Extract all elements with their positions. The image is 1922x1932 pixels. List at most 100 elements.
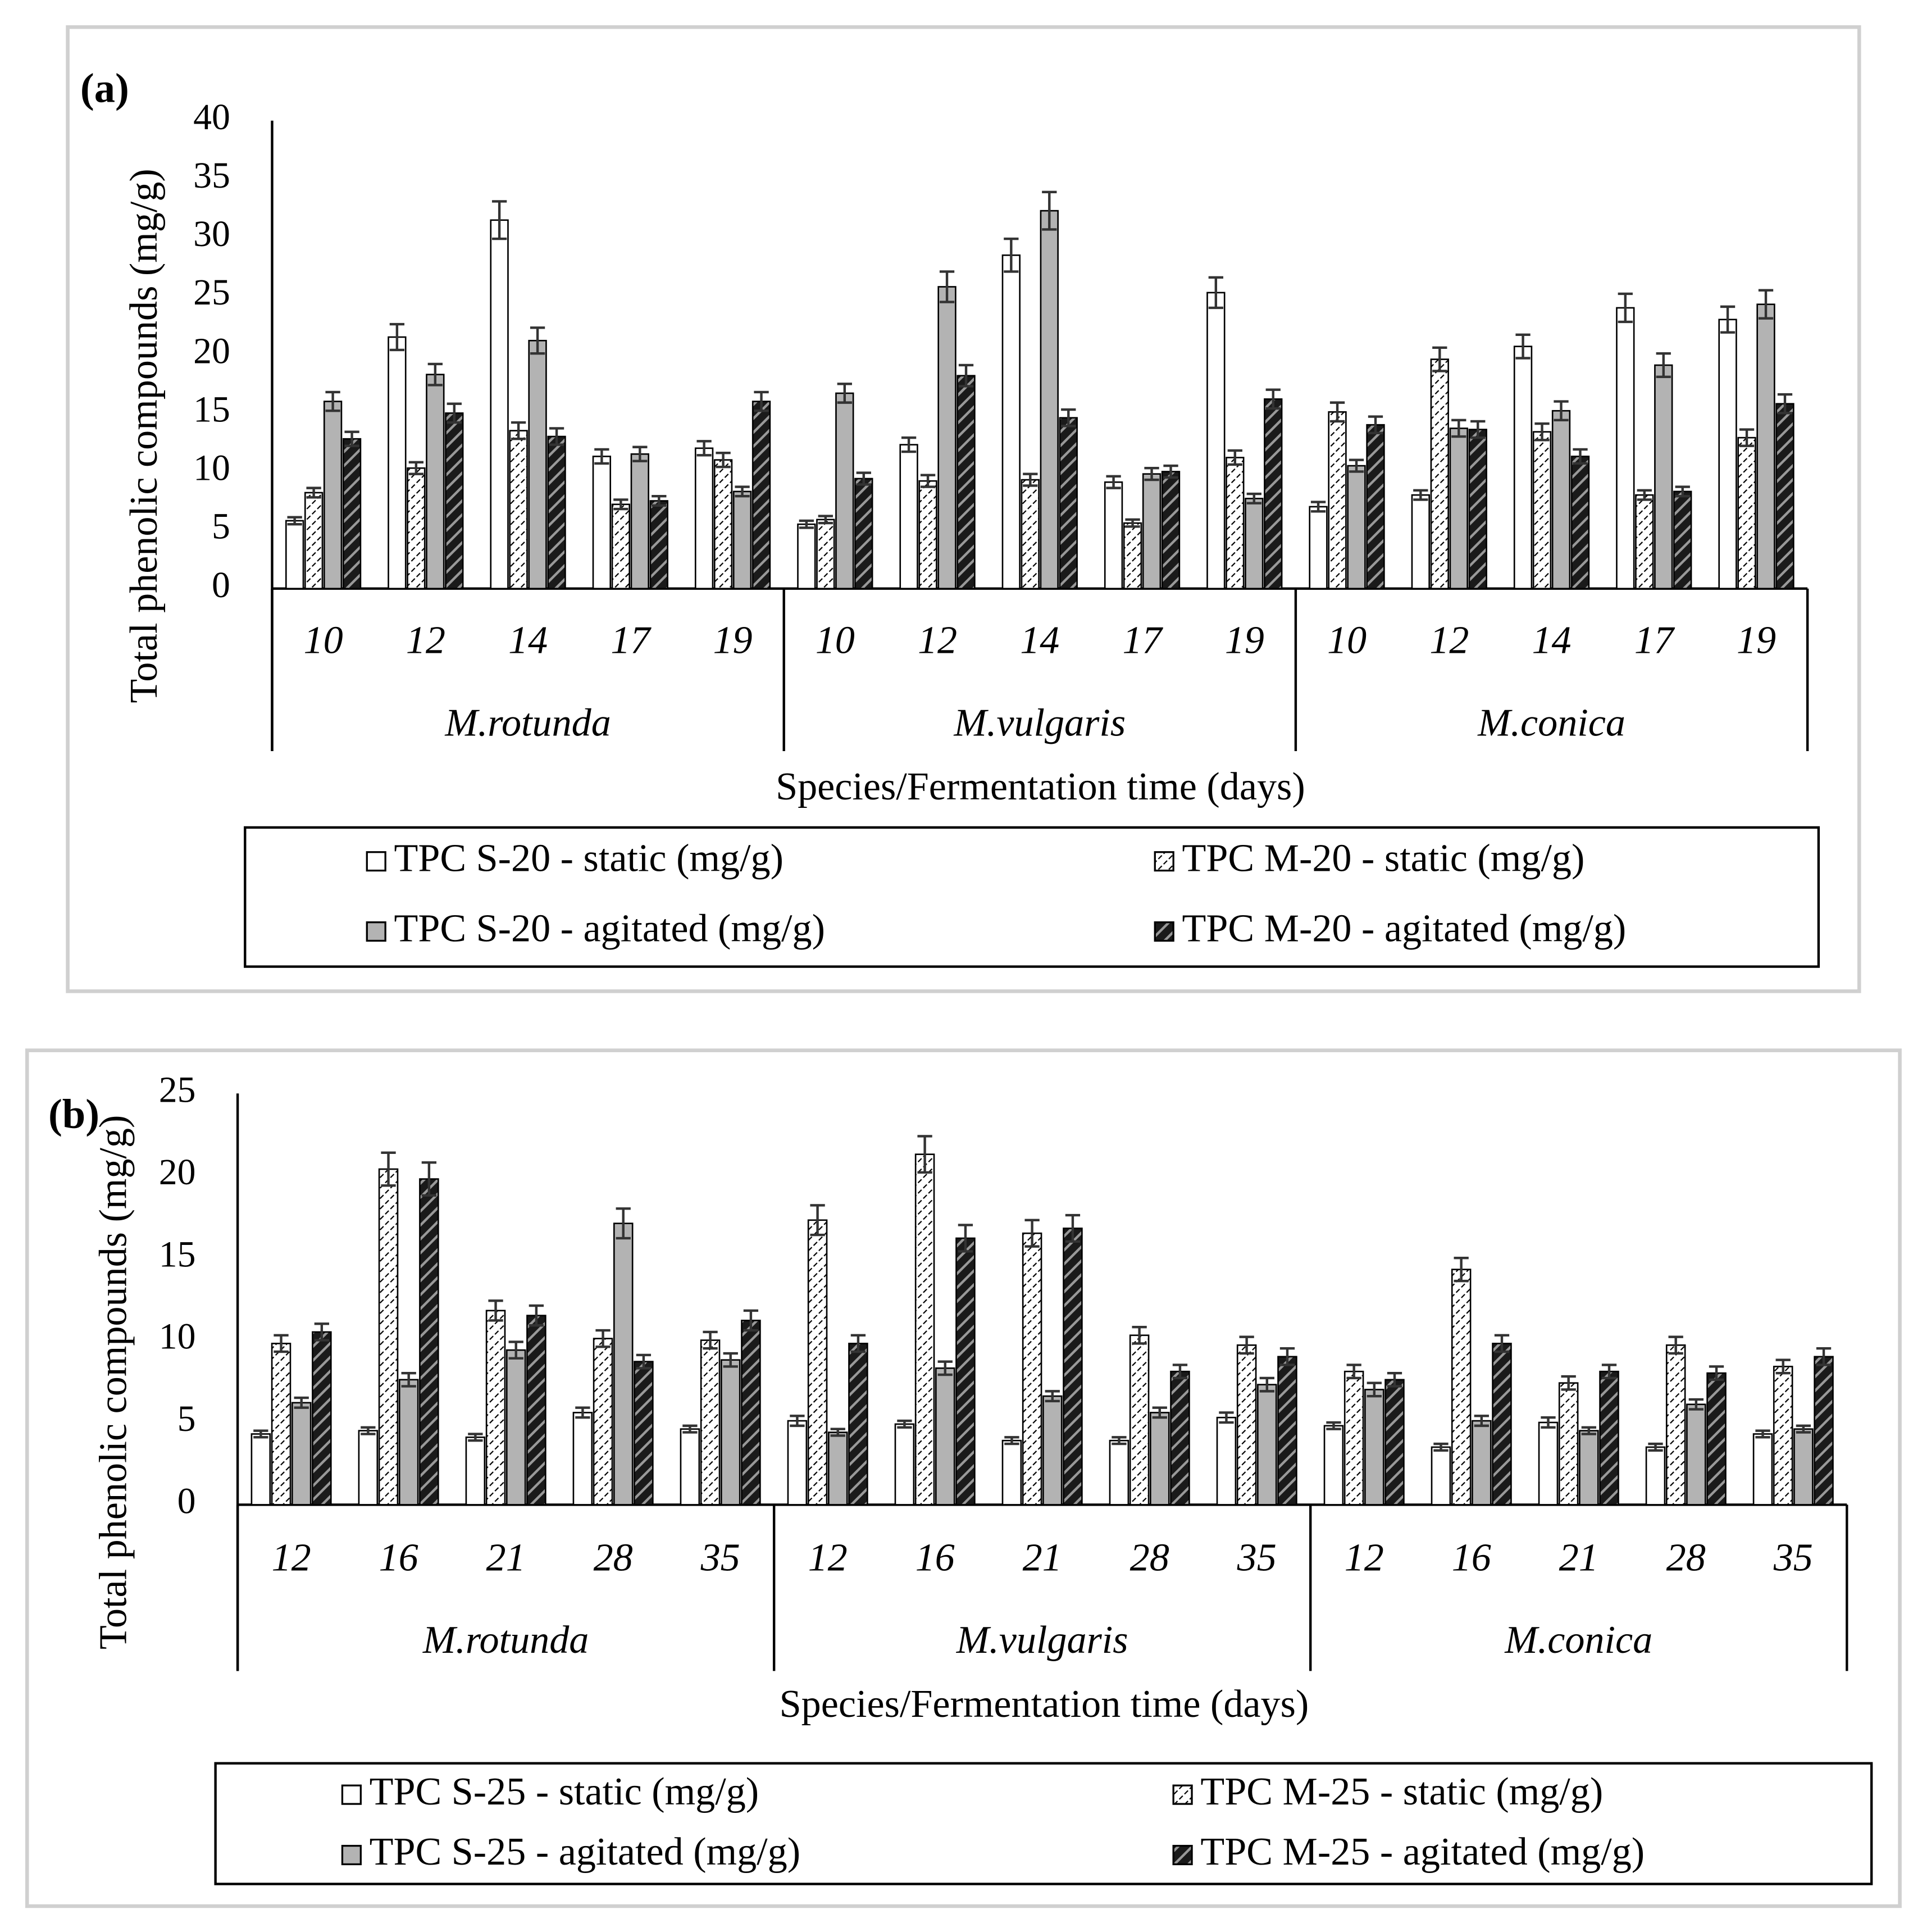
y-tick-label: 20 (159, 1152, 196, 1193)
bar (1226, 457, 1245, 590)
x-tick-label: 10 (816, 618, 855, 662)
error-bar (939, 270, 955, 303)
bar (1756, 303, 1775, 590)
bar (634, 1361, 654, 1506)
error-bar (1758, 289, 1774, 320)
y-tick-label: 5 (177, 1398, 196, 1439)
group-label: M.vulgaris (953, 701, 1126, 744)
bar (1773, 1366, 1793, 1506)
bar (1686, 1403, 1706, 1506)
bar (1216, 1416, 1237, 1506)
error-bar (1554, 400, 1569, 422)
error-bar (1265, 388, 1281, 410)
bar (419, 1178, 439, 1506)
bar (1616, 307, 1635, 590)
bar (914, 1153, 935, 1506)
bar (528, 339, 547, 590)
error-bar (421, 1161, 437, 1197)
legend-entry: TPC M-20 - static (mg/g) (1182, 836, 1584, 880)
legend-swatch (1172, 1784, 1193, 1805)
x-tick-label: 35 (700, 1535, 740, 1579)
bar (700, 1339, 721, 1506)
bar (1635, 494, 1654, 590)
bar (1673, 490, 1692, 590)
error-bar (920, 474, 936, 488)
bar (720, 1359, 741, 1506)
x-tick-label: 21 (1559, 1535, 1598, 1579)
x-tick-label: 21 (1023, 1535, 1062, 1579)
bar (426, 374, 445, 590)
y-axis-title: Total phenolic compounds (mg/g) (122, 169, 166, 703)
error-bar (613, 498, 628, 511)
x-tick-label: 19 (1225, 618, 1264, 662)
bar (835, 392, 854, 590)
error-bar (958, 363, 974, 388)
error-bar (632, 446, 648, 462)
bar (1328, 411, 1347, 590)
error-bar (1413, 489, 1428, 501)
error-bar (468, 1433, 483, 1442)
error-bar (754, 390, 769, 412)
bar (1793, 1428, 1814, 1506)
error-bar (511, 421, 526, 440)
bar (1129, 1334, 1150, 1506)
error-bar (723, 1352, 738, 1368)
error-bar (1023, 472, 1038, 487)
bar (1431, 1446, 1451, 1506)
error-bar (636, 1353, 652, 1370)
bar (1021, 479, 1040, 590)
bar (509, 430, 528, 590)
x-tick-label: 12 (272, 1535, 311, 1579)
error-bar (1004, 1436, 1019, 1445)
x-tick-label: 19 (713, 618, 753, 662)
x-tick-label: 16 (1452, 1535, 1491, 1579)
bar (304, 492, 324, 590)
panel-label: (a) (80, 66, 129, 112)
error-bar (1618, 292, 1633, 324)
bar (1001, 1439, 1022, 1506)
bar (935, 1367, 955, 1506)
x-tick-label: 12 (918, 618, 957, 662)
error-bar (1656, 352, 1671, 379)
error-bar (529, 1304, 544, 1327)
y-tick-label: 25 (159, 1069, 196, 1110)
error-bar (1065, 1213, 1081, 1243)
error-bar (1755, 1429, 1770, 1439)
error-bar (381, 1151, 396, 1187)
error-bar (1349, 458, 1364, 473)
error-bar (735, 485, 750, 498)
error-bar (1239, 1335, 1254, 1355)
bar (630, 453, 649, 590)
bar (526, 1315, 546, 1506)
bar (547, 435, 566, 590)
bar (1063, 1228, 1083, 1506)
bar (1040, 210, 1059, 590)
bar (490, 219, 509, 590)
bar (1022, 1232, 1042, 1506)
legend-entry: TPC S-25 - static (mg/g) (370, 1770, 759, 1813)
y-tick-label: 15 (193, 389, 230, 430)
x-tick-label: 28 (1666, 1535, 1706, 1579)
x-tick-label: 28 (594, 1535, 633, 1579)
error-bar (1581, 1426, 1596, 1435)
group-label: M.vulgaris (956, 1618, 1128, 1662)
error-bar (856, 471, 871, 486)
bar (1654, 364, 1673, 590)
error-bar (1387, 1371, 1402, 1388)
error-bar (818, 515, 833, 525)
group-label: M.conica (1477, 701, 1625, 744)
y-tick-label: 20 (193, 330, 230, 371)
error-bar (716, 451, 731, 469)
error-bar (837, 383, 852, 404)
error-bar (447, 402, 462, 424)
error-bar (1474, 1415, 1489, 1428)
error-bar (594, 448, 609, 465)
bar (445, 412, 464, 590)
error-bar (917, 1135, 932, 1174)
bar (1309, 506, 1328, 590)
y-tick-label: 10 (159, 1316, 196, 1357)
error-bar (1163, 464, 1178, 479)
error-bar (508, 1340, 523, 1360)
error-bar (1573, 448, 1588, 465)
bar (732, 490, 752, 590)
